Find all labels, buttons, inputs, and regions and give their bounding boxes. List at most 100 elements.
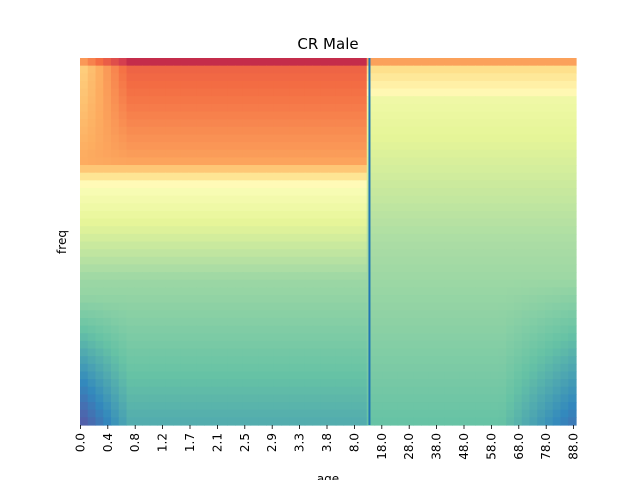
heatmap-cell — [211, 272, 221, 281]
heatmap-cell — [180, 65, 190, 74]
heatmap-cell — [343, 249, 352, 258]
heatmap-cell — [242, 226, 252, 235]
heatmap-cell — [545, 65, 554, 74]
heatmap-cell — [188, 134, 197, 143]
heatmap-cell — [514, 417, 523, 426]
heatmap-cell — [475, 310, 484, 319]
heatmap-cell — [118, 287, 128, 296]
x-tick-label: 2.1 — [210, 433, 224, 452]
heatmap-cell — [374, 310, 383, 319]
heatmap-cell — [95, 417, 104, 426]
heatmap-cell — [204, 379, 213, 388]
heatmap-cell — [149, 180, 159, 189]
heatmap-cell — [444, 264, 453, 273]
heatmap-cell — [529, 348, 538, 357]
heatmap-cell — [444, 394, 453, 403]
heatmap-cell — [397, 187, 407, 197]
heatmap-cell — [444, 210, 453, 220]
heatmap-cell — [428, 203, 438, 212]
heatmap-cell — [351, 187, 360, 197]
heatmap-cell — [211, 119, 221, 128]
heatmap-cell — [211, 80, 221, 90]
heatmap-cell — [343, 210, 352, 220]
heatmap-cell — [95, 348, 104, 357]
heatmap-cell — [483, 210, 492, 220]
heatmap-cell — [359, 302, 368, 311]
heatmap-cell — [80, 180, 89, 189]
heatmap-cell — [529, 149, 538, 158]
heatmap-cell — [351, 195, 360, 204]
heatmap-cell — [149, 96, 159, 105]
heatmap-cell — [118, 119, 128, 128]
heatmap-cell — [235, 394, 244, 403]
heatmap-cell — [428, 394, 438, 403]
heatmap-cell — [366, 226, 376, 235]
heatmap-cell — [506, 295, 515, 304]
heatmap-cell — [552, 96, 562, 105]
heatmap-cell — [242, 149, 252, 158]
heatmap-cell — [521, 210, 531, 220]
heatmap-cell — [273, 272, 283, 281]
heatmap-cell — [382, 394, 391, 403]
heatmap-cell — [273, 379, 283, 388]
heatmap-cell — [165, 340, 174, 350]
heatmap-cell — [421, 363, 430, 373]
heatmap-cell — [142, 180, 151, 189]
heatmap-cell — [157, 333, 166, 342]
heatmap-cell — [428, 409, 438, 418]
heatmap-cell — [80, 203, 89, 212]
heatmap-cell — [521, 80, 531, 90]
heatmap-cell — [413, 157, 422, 166]
heatmap-cell — [266, 371, 275, 380]
heatmap-cell — [475, 218, 484, 227]
heatmap-cell — [227, 348, 236, 357]
heatmap-cell — [560, 226, 569, 235]
heatmap-cell — [126, 233, 135, 243]
heatmap-cell — [452, 187, 461, 197]
heatmap-cell — [196, 241, 205, 250]
heatmap-cell — [374, 386, 383, 396]
heatmap-cell — [219, 310, 228, 319]
heatmap-cell — [560, 379, 569, 388]
heatmap-cell — [173, 119, 182, 128]
heatmap-cell — [467, 402, 476, 411]
heatmap-cell — [266, 134, 275, 143]
heatmap-cell — [297, 256, 306, 266]
heatmap-cell — [173, 356, 182, 365]
heatmap-cell — [180, 210, 190, 220]
heatmap-cell — [343, 172, 352, 181]
heatmap-cell — [304, 226, 314, 235]
heatmap-cell — [80, 325, 89, 334]
heatmap-cell — [421, 394, 430, 403]
heatmap-cell — [312, 241, 321, 250]
heatmap-cell — [289, 126, 298, 136]
heatmap-cell — [560, 402, 569, 411]
heatmap-cell — [521, 256, 531, 266]
heatmap-cell — [304, 73, 314, 82]
heatmap-cell — [537, 73, 546, 82]
heatmap-cell — [498, 210, 507, 220]
heatmap-cell — [134, 195, 143, 204]
heatmap-cell — [537, 379, 546, 388]
heatmap-cell — [436, 409, 445, 418]
heatmap-cell — [490, 203, 500, 212]
heatmap-cell — [405, 126, 414, 136]
heatmap-cell — [498, 226, 507, 235]
heatmap-cell — [529, 371, 538, 380]
heatmap-cell — [359, 88, 368, 97]
heatmap-cell — [537, 394, 546, 403]
heatmap-cell — [250, 218, 259, 227]
heatmap-cell — [498, 417, 507, 426]
heatmap-cell — [273, 256, 283, 266]
heatmap-cell — [180, 58, 190, 67]
heatmap-cell — [118, 340, 128, 350]
heatmap-cell — [545, 333, 554, 342]
heatmap-cell — [421, 157, 430, 166]
heatmap-cell — [266, 256, 275, 266]
heatmap-cell — [273, 417, 283, 426]
heatmap-cell — [165, 264, 174, 273]
heatmap-cell — [149, 295, 159, 304]
heatmap-cell — [405, 203, 414, 212]
heatmap-cell — [219, 379, 228, 388]
heatmap-cell — [444, 325, 453, 334]
